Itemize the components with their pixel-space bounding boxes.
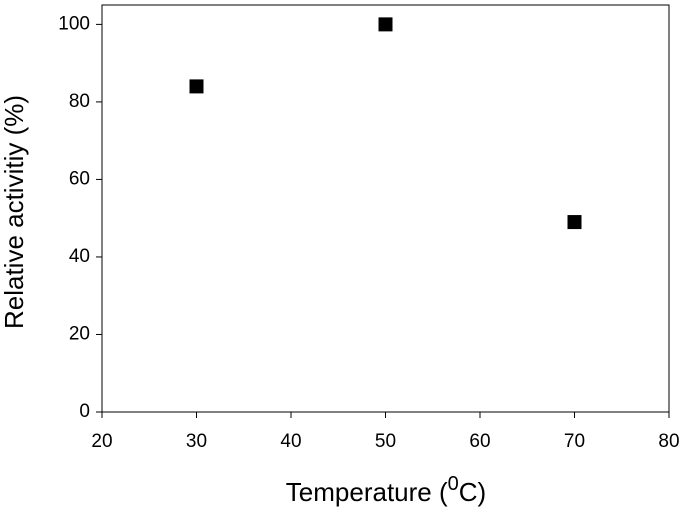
- x-tick-label: 70: [564, 431, 585, 452]
- y-tick-label: 60: [69, 168, 90, 189]
- plot-frame: [101, 4, 670, 413]
- x-tick-label: 50: [375, 431, 396, 452]
- point: [567, 215, 582, 230]
- x-tick-label: 40: [280, 431, 301, 452]
- x-tick-label: 30: [186, 431, 207, 452]
- point: [378, 17, 393, 32]
- x-axis-title: Temperature (0C): [286, 473, 486, 507]
- y-tick-label: 40: [69, 246, 90, 267]
- point: [189, 79, 204, 94]
- y-tick-label: 0: [79, 401, 90, 422]
- y-axis-title: Relative activitiy (%): [0, 95, 29, 329]
- y-tick-label: 100: [58, 13, 90, 34]
- x-axis-title-part: C): [459, 477, 486, 507]
- x-tick-label: 20: [91, 431, 112, 452]
- y-tick-label: 80: [69, 91, 90, 112]
- x-tick-label: 60: [469, 431, 490, 452]
- y-tick-label: 20: [69, 323, 90, 344]
- x-tick-label: 80: [658, 431, 679, 452]
- x-axis-title-part: Temperature (: [286, 477, 448, 507]
- x-axis-title-superscript: 0: [448, 473, 459, 495]
